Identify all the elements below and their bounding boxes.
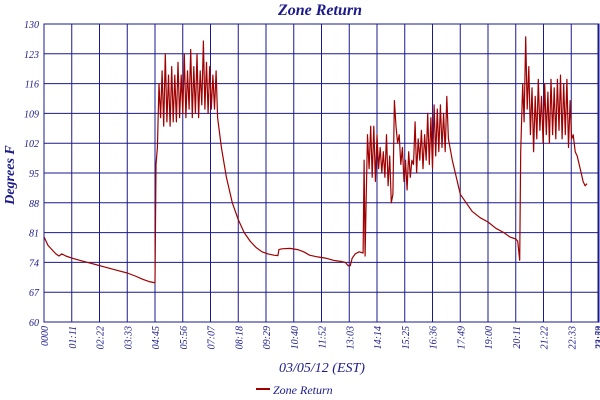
y-tick-label: 67 — [29, 288, 40, 299]
x-tick-label: 10:40 — [290, 326, 301, 349]
x-tick-label: 0000 — [40, 326, 51, 346]
x-tick-label: 17:49 — [456, 326, 467, 349]
legend: Zone Return — [256, 383, 333, 397]
x-tick-label: 13:03 — [345, 326, 356, 349]
x-tick-label: 23:44 — [595, 326, 600, 349]
x-tick-label: 16:36 — [429, 326, 440, 349]
x-tick-label: 14:14 — [373, 326, 384, 349]
x-tick-label: 19:00 — [484, 326, 495, 349]
x-tick-label: 05:56 — [179, 326, 190, 349]
y-tick-label: 130 — [24, 20, 39, 31]
series-line-0 — [43, 36, 588, 284]
y-tick-label: 60 — [29, 318, 39, 329]
plot-frame — [43, 23, 600, 323]
y-tick-label: 116 — [25, 80, 39, 91]
y-tick-label: 95 — [29, 169, 39, 180]
y-tick-label: 123 — [24, 50, 39, 61]
x-tick-labels: 0000 01:11 02:22 03:33 04:45 05:56 07:07 08:18 0… — [40, 325, 600, 349]
x-tick-label: 11:52 — [318, 326, 329, 349]
legend-label: Zone Return — [273, 383, 333, 397]
y-tick-label: 88 — [29, 199, 39, 210]
series-layer — [43, 36, 588, 284]
x-tick-label: 09:29 — [262, 326, 273, 349]
y-tick-label: 109 — [24, 109, 39, 120]
x-tick-label: 04:45 — [151, 326, 162, 349]
x-tick-label: 08:18 — [234, 326, 245, 349]
chart-title: Zone Return — [277, 2, 362, 19]
x-tick-label: 21:22 — [540, 326, 551, 349]
x-tick-label: 23:59 — [594, 326, 600, 349]
x-tick-label: 03:33 — [123, 326, 134, 349]
y-tick-label: 102 — [24, 139, 39, 150]
grid — [43, 23, 600, 323]
y-axis-label: Degrees F — [3, 145, 18, 206]
x-axis-label: 03/05/12 (EST) — [279, 361, 365, 376]
x-tick-label: 15:25 — [401, 326, 412, 349]
x-tick-label: 07:07 — [207, 325, 218, 349]
y-tick-label: 74 — [29, 258, 39, 269]
y-tick-labels: 60 67 74 81 88 95 102 109 116 123 130 — [24, 20, 40, 329]
x-tick-label: 20:11 — [512, 326, 523, 349]
x-tick-label: 01:11 — [68, 326, 79, 349]
x-tick-label: 02:22 — [96, 326, 107, 349]
y-tick-label: 81 — [29, 229, 39, 240]
x-tick-label: 22:33 — [567, 326, 578, 349]
